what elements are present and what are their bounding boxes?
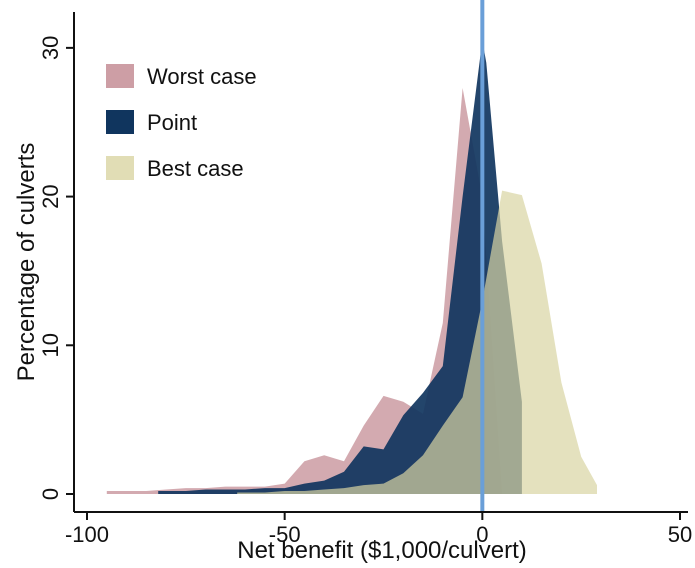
plot-areas	[106, 40, 597, 495]
x-tick-label: -50	[269, 522, 301, 547]
y-tick-label: 10	[38, 333, 63, 357]
legend: Worst case Point Best case	[106, 64, 257, 181]
legend-label: Point	[147, 110, 197, 135]
y-axis-title: Percentage of culverts	[13, 143, 40, 382]
legend-swatch	[106, 156, 134, 180]
legend-swatch	[106, 110, 134, 134]
y-tick-label: 20	[38, 184, 63, 208]
series-area-best-case	[237, 190, 597, 494]
x-axis-title: Net benefit ($1,000/culvert)	[237, 537, 527, 564]
x-tick-label: 0	[476, 522, 488, 547]
legend-label: Best case	[147, 156, 244, 181]
legend-swatch	[106, 64, 134, 88]
axis-ticks: -100 -50 0 50 0 10 20 30	[38, 36, 692, 547]
x-tick-label: 50	[668, 522, 692, 547]
x-tick-label: -100	[65, 522, 109, 547]
legend-label: Worst case	[147, 64, 257, 89]
y-tick-label: 30	[38, 36, 63, 60]
y-tick-label: 0	[38, 488, 63, 500]
